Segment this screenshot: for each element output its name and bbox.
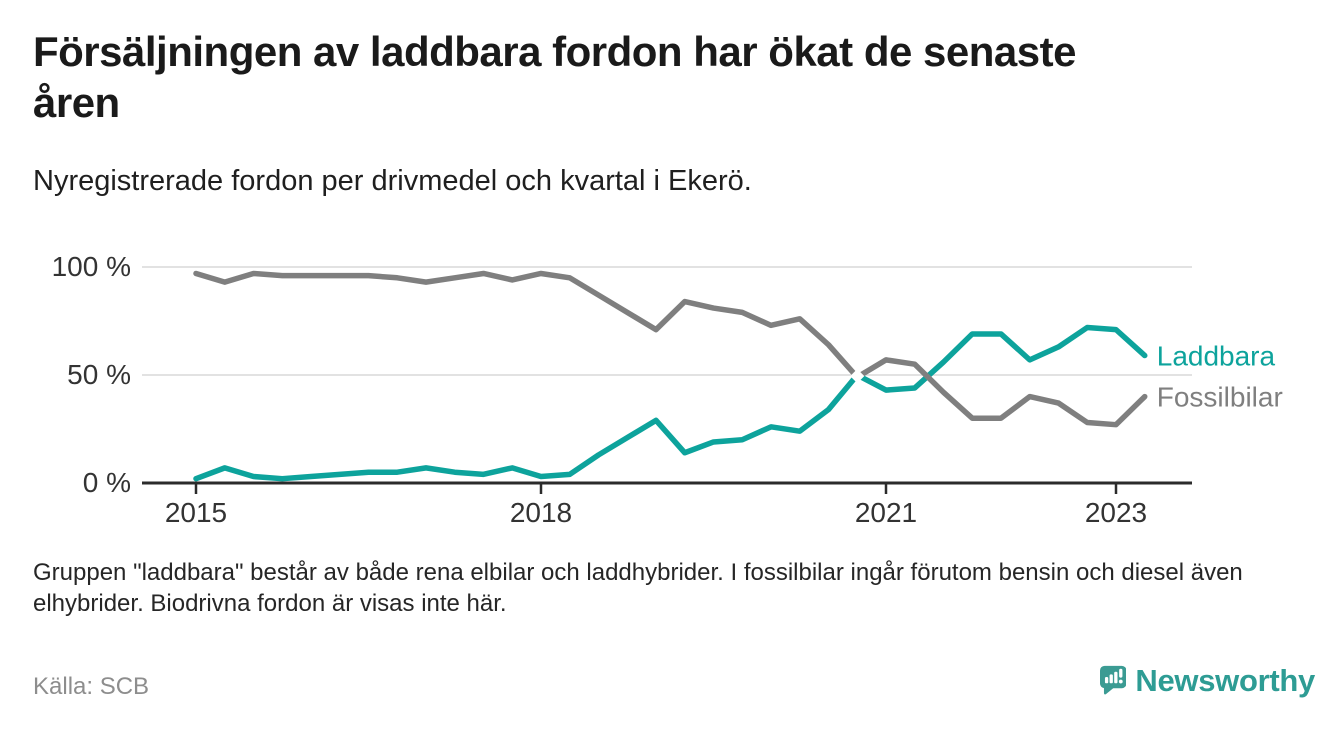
newsworthy-wordmark: Newsworthy	[1135, 663, 1315, 698]
x-axis-label-2018: 2018	[510, 497, 572, 528]
y-axis-label-0: 0 %	[83, 467, 131, 498]
bar-chart-speech-bubble-icon	[1100, 665, 1127, 695]
series-label-fossilbilar: Fossilbilar	[1157, 382, 1283, 413]
series-label-laddbara: Laddbara	[1157, 341, 1276, 372]
footnote-line2: elhybrider. Biodrivna fordon är visas in…	[33, 590, 507, 617]
laddbara-line	[193, 324, 1148, 482]
x-axis-label-2023: 2023	[1085, 497, 1147, 528]
page-title: Försäljningen av laddbara fordon har öka…	[33, 26, 1258, 128]
source-label: Källa: SCB	[33, 673, 150, 700]
x-axis-label-2015: 2015	[165, 497, 227, 528]
y-axis-label-50: 50 %	[67, 359, 131, 390]
fossilbilar-line	[193, 270, 1148, 428]
line-crossing-diamond	[850, 369, 865, 384]
chart-footnote: Gruppen "laddbara" består av både rena e…	[33, 557, 1313, 619]
page-title-line1: Försäljningen av laddbara fordon har öka…	[33, 28, 1076, 75]
newsworthy-branding: Newsworthy	[1100, 656, 1315, 706]
footnote-line1: Gruppen "laddbara" består av både rena e…	[33, 559, 1243, 586]
line-chart: 100 % 50 % 0 % 2015 2018 2021 2023 Laddbara Foss…	[52, 251, 1283, 528]
chart-subtitle: Nyregistrerade fordon per drivmedel och …	[33, 165, 752, 197]
page-title-line2: åren	[33, 79, 120, 126]
y-axis-label-100: 100 %	[52, 251, 131, 282]
x-axis-label-2021: 2021	[855, 497, 917, 528]
